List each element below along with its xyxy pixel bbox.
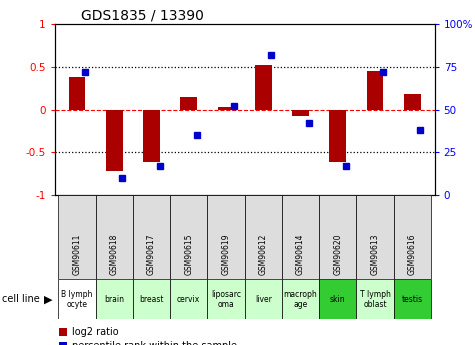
Text: GSM90611: GSM90611 bbox=[73, 234, 82, 275]
Bar bbox=[180, 97, 197, 110]
Bar bbox=[282, 195, 319, 279]
Bar bbox=[218, 107, 234, 110]
Bar bbox=[208, 195, 245, 279]
Text: GDS1835 / 13390: GDS1835 / 13390 bbox=[81, 9, 204, 23]
Legend: log2 ratio, percentile rank within the sample: log2 ratio, percentile rank within the s… bbox=[59, 327, 237, 345]
Bar bbox=[95, 279, 133, 319]
Bar bbox=[292, 110, 309, 116]
Bar bbox=[319, 195, 356, 279]
Bar bbox=[356, 195, 394, 279]
Bar bbox=[404, 94, 421, 110]
Bar bbox=[282, 279, 319, 319]
Bar bbox=[58, 279, 95, 319]
Text: B lymph
ocyte: B lymph ocyte bbox=[61, 289, 93, 309]
Text: GSM90615: GSM90615 bbox=[184, 234, 193, 275]
Text: GSM90618: GSM90618 bbox=[110, 234, 119, 275]
Text: GSM90612: GSM90612 bbox=[259, 234, 268, 275]
Bar bbox=[245, 279, 282, 319]
Text: testis: testis bbox=[402, 295, 423, 304]
Bar bbox=[329, 110, 346, 162]
Text: brain: brain bbox=[104, 295, 124, 304]
Bar bbox=[245, 195, 282, 279]
Bar bbox=[133, 279, 170, 319]
Bar bbox=[133, 195, 170, 279]
Text: liposarc
oma: liposarc oma bbox=[211, 289, 241, 309]
Text: cervix: cervix bbox=[177, 295, 200, 304]
Bar bbox=[394, 195, 431, 279]
Text: breast: breast bbox=[139, 295, 164, 304]
Text: cell line: cell line bbox=[2, 294, 40, 304]
Text: GSM90616: GSM90616 bbox=[408, 234, 417, 275]
Text: GSM90619: GSM90619 bbox=[221, 234, 230, 275]
Text: macroph
age: macroph age bbox=[284, 289, 317, 309]
Bar bbox=[170, 195, 208, 279]
Bar bbox=[68, 77, 86, 110]
Bar bbox=[58, 195, 95, 279]
Text: T lymph
oblast: T lymph oblast bbox=[360, 289, 390, 309]
Bar bbox=[394, 279, 431, 319]
Bar bbox=[170, 279, 208, 319]
Bar bbox=[95, 195, 133, 279]
Text: skin: skin bbox=[330, 295, 346, 304]
Text: GSM90620: GSM90620 bbox=[333, 234, 342, 275]
Bar bbox=[208, 279, 245, 319]
Bar bbox=[255, 65, 272, 110]
Text: ▶: ▶ bbox=[44, 294, 53, 304]
Bar bbox=[319, 279, 356, 319]
Bar bbox=[367, 71, 383, 110]
Bar bbox=[106, 110, 123, 171]
Text: GSM90614: GSM90614 bbox=[296, 234, 305, 275]
Bar bbox=[143, 110, 160, 162]
Text: GSM90617: GSM90617 bbox=[147, 234, 156, 275]
Text: liver: liver bbox=[255, 295, 272, 304]
Text: GSM90613: GSM90613 bbox=[370, 234, 380, 275]
Bar bbox=[356, 279, 394, 319]
